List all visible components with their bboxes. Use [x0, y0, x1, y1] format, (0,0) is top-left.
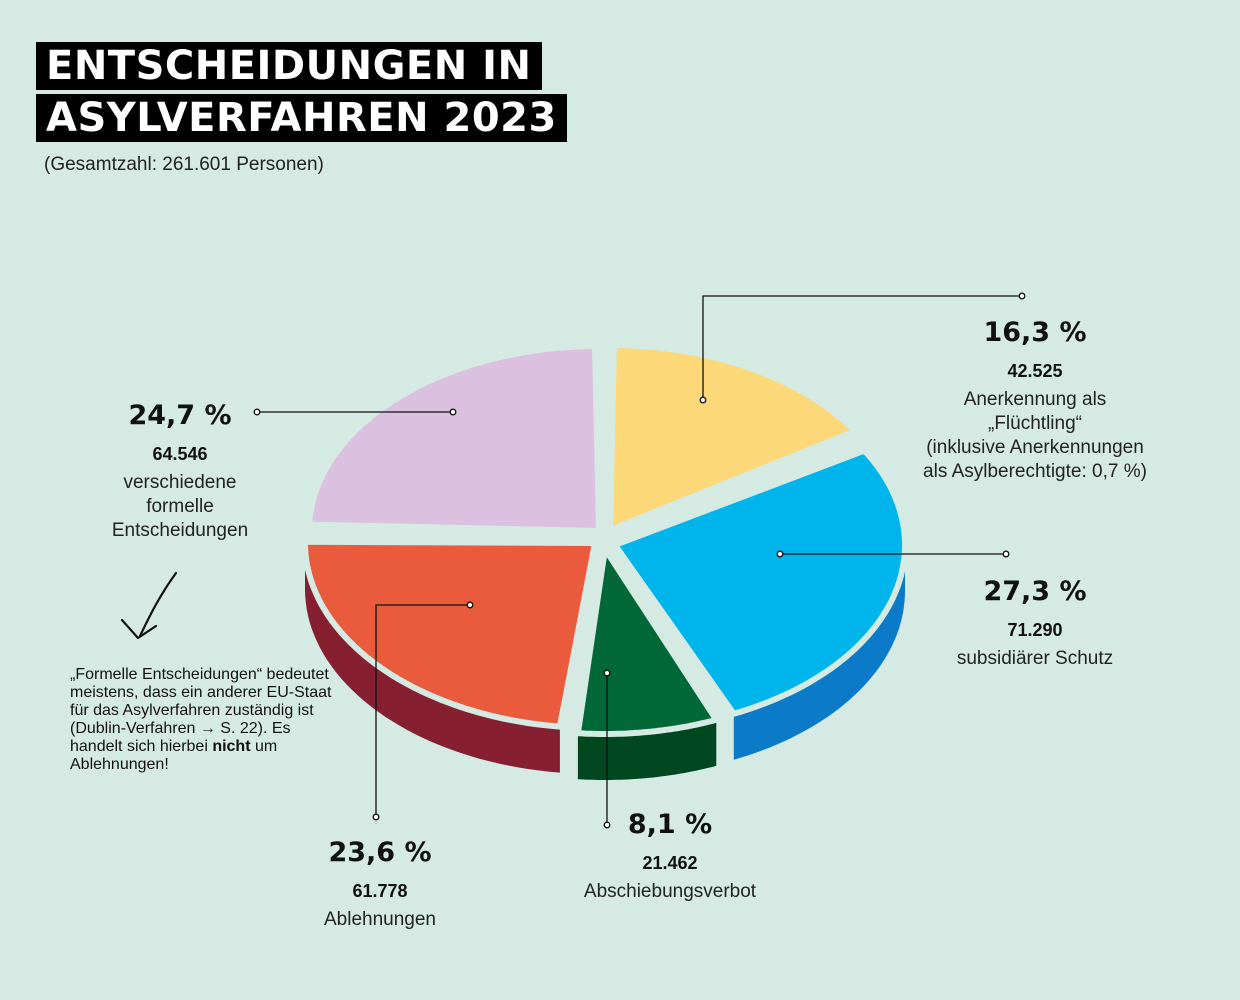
note-bold-word: nicht [212, 738, 251, 755]
slice-percent: 24,7 % [128, 400, 232, 431]
slice-percent: 8,1 % [627, 809, 713, 840]
leader-dot-4-1 [253, 408, 261, 416]
slice-percent: 23,6 % [328, 837, 432, 868]
slice-description: verschiedene formelle Entscheidungen [60, 471, 300, 543]
slice-description-line: Abschiebungsverbot [583, 881, 757, 902]
page-subtitle: (Gesamtzahl: 261.601 Personen) [44, 154, 324, 175]
leader-dot-0-0 [699, 396, 707, 404]
slice-percent: 16,3 % [983, 317, 1087, 348]
note-text-1: „Formelle Entscheidungen“ bedeutet meist… [70, 666, 332, 755]
page-title-line-1: ENTSCHEIDUNGEN IN [36, 42, 542, 90]
slice-description-line: Ablehnungen [324, 909, 436, 930]
page-title-line-2: ASYLVERFAHREN 2023 [36, 94, 567, 142]
slice-description-line: verschiedene [123, 472, 237, 493]
slice-count: 61.778 [352, 881, 408, 901]
slice-label-4: 24,7 % 64.546 verschiedene formelle Entschei… [60, 399, 300, 543]
leader-line-0 [702, 295, 1022, 400]
leader-line-3 [375, 604, 470, 817]
leader-dot-0-1 [1018, 292, 1026, 300]
slice-side-3 [305, 543, 560, 773]
leader-dot-2-1 [603, 821, 611, 829]
arrow-head-icon [120, 618, 158, 640]
slice-description-line: „Flüchtling“ [988, 413, 1082, 434]
arrow-icon [138, 571, 178, 638]
slice-top-3 [302, 538, 598, 730]
slice-top-0 [607, 342, 859, 533]
leader-dot-4-0 [449, 408, 457, 416]
slice-top-2 [574, 546, 720, 737]
slice-description: Abschiebungsverbot [530, 880, 810, 904]
slice-top-4 [306, 343, 602, 534]
slice-count: 71.290 [1007, 620, 1063, 640]
slice-description: subsidiärer Schutz [900, 647, 1170, 671]
leader-dot-3-1 [372, 813, 380, 821]
slice-description-line: formelle [146, 496, 214, 517]
slice-label-2: 8,1 % 21.462 Abschiebungsverbot [530, 808, 810, 904]
slice-count: 42.525 [1007, 361, 1063, 381]
slice-description-line: (inklusive Anerkennungen [926, 437, 1144, 458]
slice-description-line: Anerkennung als [963, 389, 1107, 410]
leader-dot-2-0 [603, 669, 611, 677]
slice-count: 64.546 [152, 444, 208, 464]
slice-description-line: als Asylberechtigte: 0,7 %) [923, 461, 1147, 482]
note-text-2: um Ablehnungen! [70, 738, 278, 773]
slice-percent: 27,3 % [983, 576, 1087, 607]
slice-label-1: 27,3 % 71.290 subsidiärer Schutz [900, 575, 1170, 671]
slice-count: 21.462 [642, 853, 698, 873]
leader-dot-1-0 [776, 550, 784, 558]
slice-side-1 [733, 545, 905, 760]
slice-label-0: 16,3 % 42.525 Anerkennung als „Flüchtling“ (… [900, 316, 1170, 484]
slice-description-line: subsidiärer Schutz [956, 648, 1114, 669]
slice-top-1 [612, 447, 908, 717]
slice-label-3: 23,6 % 61.778 Ablehnungen [260, 836, 500, 932]
formal-decisions-note: „Formelle Entscheidungen“ bedeutet meist… [70, 666, 340, 774]
slice-description: Anerkennung als „Flüchtling“ (inklusive An… [900, 388, 1170, 484]
slice-description: Ablehnungen [260, 908, 500, 932]
leader-dot-1-1 [1002, 550, 1010, 558]
slice-description-line: Entscheidungen [111, 520, 249, 541]
leader-dot-3-0 [466, 601, 474, 609]
